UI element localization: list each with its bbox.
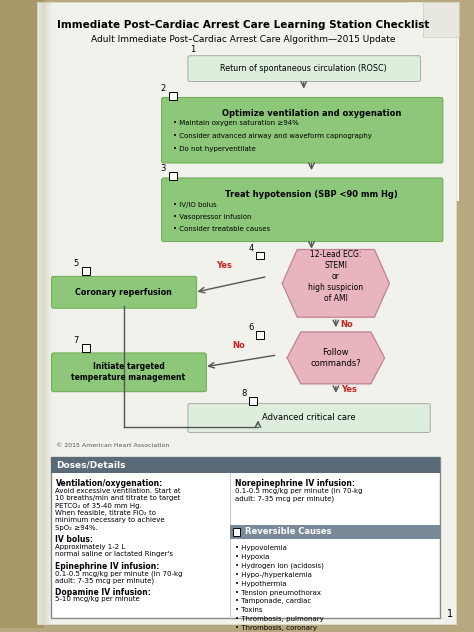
Text: • Tamponade, cardiac: • Tamponade, cardiac xyxy=(235,599,311,604)
FancyBboxPatch shape xyxy=(233,528,240,536)
FancyBboxPatch shape xyxy=(51,458,440,473)
Text: 1: 1 xyxy=(447,609,453,619)
Text: 5-10 mcg/kg per minute: 5-10 mcg/kg per minute xyxy=(55,597,140,602)
Text: 4: 4 xyxy=(248,243,254,253)
Text: 10 breaths/min and titrate to target: 10 breaths/min and titrate to target xyxy=(55,495,181,501)
Text: IV bolus:: IV bolus: xyxy=(55,535,93,544)
Text: Follow
commands?: Follow commands? xyxy=(310,348,361,368)
Text: Dopamine IV infusion:: Dopamine IV infusion: xyxy=(55,588,151,597)
Text: • Toxins: • Toxins xyxy=(235,607,262,614)
FancyBboxPatch shape xyxy=(52,353,206,392)
Text: 0.1-0.5 mcg/kg per minute (in 70-kg: 0.1-0.5 mcg/kg per minute (in 70-kg xyxy=(55,570,183,576)
Text: Doses/Details: Doses/Details xyxy=(56,461,126,470)
Text: 8: 8 xyxy=(241,389,247,398)
Text: Coronary reperfusion: Coronary reperfusion xyxy=(75,288,172,297)
Text: adult: 7-35 mcg per minute): adult: 7-35 mcg per minute) xyxy=(235,495,334,502)
Text: minimum necessary to achieve: minimum necessary to achieve xyxy=(55,518,165,523)
Text: Treat hypotension (SBP <90 mm Hg): Treat hypotension (SBP <90 mm Hg) xyxy=(225,190,398,199)
FancyBboxPatch shape xyxy=(256,252,264,260)
FancyBboxPatch shape xyxy=(0,0,44,628)
Text: Optimize ventilation and oxygenation: Optimize ventilation and oxygenation xyxy=(222,109,401,118)
Polygon shape xyxy=(283,250,389,317)
Text: Epinephrine IV infusion:: Epinephrine IV infusion: xyxy=(55,562,160,571)
FancyBboxPatch shape xyxy=(169,92,177,100)
Text: © 2015 American Heart Association: © 2015 American Heart Association xyxy=(56,444,170,448)
FancyBboxPatch shape xyxy=(188,404,430,432)
FancyBboxPatch shape xyxy=(256,331,264,339)
Text: • Consider treatable causes: • Consider treatable causes xyxy=(173,226,270,232)
Text: Ventilation/oxygenation:: Ventilation/oxygenation: xyxy=(55,479,163,488)
FancyBboxPatch shape xyxy=(188,56,420,82)
FancyBboxPatch shape xyxy=(52,276,197,308)
Text: • Hypovolemia: • Hypovolemia xyxy=(235,545,286,551)
Text: Reversible Causes: Reversible Causes xyxy=(246,527,332,537)
FancyBboxPatch shape xyxy=(409,2,459,201)
Text: Yes: Yes xyxy=(216,262,232,270)
Text: 1: 1 xyxy=(190,45,195,54)
Text: PETCO₂ of 35-40 mm Hg.: PETCO₂ of 35-40 mm Hg. xyxy=(55,502,142,509)
Text: 7: 7 xyxy=(73,336,78,345)
FancyBboxPatch shape xyxy=(37,2,456,624)
Text: • Hydrogen ion (acidosis): • Hydrogen ion (acidosis) xyxy=(235,562,323,569)
Text: • Hypo-/hyperkalemia: • Hypo-/hyperkalemia xyxy=(235,571,311,578)
Text: 12-Lead ECG:
STEMI
or
high suspicion
of AMI: 12-Lead ECG: STEMI or high suspicion of … xyxy=(308,250,364,303)
FancyBboxPatch shape xyxy=(249,397,257,404)
Text: Avoid excessive ventilation. Start at: Avoid excessive ventilation. Start at xyxy=(55,488,181,494)
FancyBboxPatch shape xyxy=(82,267,90,276)
Text: Yes: Yes xyxy=(341,386,356,394)
Text: • IV/IO bolus: • IV/IO bolus xyxy=(173,202,217,208)
FancyBboxPatch shape xyxy=(39,2,47,624)
Text: • Hypothermia: • Hypothermia xyxy=(235,581,286,586)
Text: When feasible, titrate FiO₂ to: When feasible, titrate FiO₂ to xyxy=(55,510,156,516)
Text: 3: 3 xyxy=(161,164,166,173)
Text: Norepinephrine IV infusion:: Norepinephrine IV infusion: xyxy=(235,479,355,488)
FancyBboxPatch shape xyxy=(230,525,440,539)
Text: • Thrombosis, coronary: • Thrombosis, coronary xyxy=(235,625,317,631)
Text: • Tension pneumothorax: • Tension pneumothorax xyxy=(235,590,320,595)
Text: Advanced critical care: Advanced critical care xyxy=(262,413,356,422)
Text: • Vasopressor infusion: • Vasopressor infusion xyxy=(173,214,252,220)
Text: 6: 6 xyxy=(248,323,254,332)
Text: SpO₂ ≥94%.: SpO₂ ≥94%. xyxy=(55,525,99,531)
Text: • Consider advanced airway and waveform capnography: • Consider advanced airway and waveform … xyxy=(173,133,372,139)
Text: adult: 7-35 mcg per minute): adult: 7-35 mcg per minute) xyxy=(55,578,155,584)
Polygon shape xyxy=(287,332,384,384)
Text: Initiate targeted
temperature management: Initiate targeted temperature management xyxy=(72,362,185,382)
Text: normal saline or lactated Ringer's: normal saline or lactated Ringer's xyxy=(55,551,173,557)
Text: 5: 5 xyxy=(73,259,78,269)
Text: Immediate Post–Cardiac Arrest Care Learning Station Checklist: Immediate Post–Cardiac Arrest Care Learn… xyxy=(57,20,429,30)
Text: • Maintain oxygen saturation ≥94%: • Maintain oxygen saturation ≥94% xyxy=(173,120,299,126)
Text: • Do not hyperventilate: • Do not hyperventilate xyxy=(173,146,256,152)
Text: Approximately 1-2 L: Approximately 1-2 L xyxy=(55,544,126,550)
FancyBboxPatch shape xyxy=(162,97,443,163)
FancyBboxPatch shape xyxy=(82,344,90,352)
FancyBboxPatch shape xyxy=(51,458,440,618)
Text: Adult Immediate Post–Cardiac Arrest Care Algorithm—2015 Update: Adult Immediate Post–Cardiac Arrest Care… xyxy=(91,35,396,44)
Text: No: No xyxy=(232,341,245,350)
Text: 0.1-0.5 mcg/kg per minute (in 70-kg: 0.1-0.5 mcg/kg per minute (in 70-kg xyxy=(235,488,362,494)
FancyBboxPatch shape xyxy=(41,2,49,624)
Text: No: No xyxy=(341,320,354,329)
FancyBboxPatch shape xyxy=(169,172,177,180)
FancyBboxPatch shape xyxy=(162,178,443,241)
Text: 2: 2 xyxy=(161,85,166,94)
FancyBboxPatch shape xyxy=(37,2,45,624)
Text: Return of spontaneous circulation (ROSC): Return of spontaneous circulation (ROSC) xyxy=(220,64,387,73)
Text: • Hypoxia: • Hypoxia xyxy=(235,554,269,560)
FancyBboxPatch shape xyxy=(423,2,459,37)
Text: • Thrombosis, pulmonary: • Thrombosis, pulmonary xyxy=(235,616,323,623)
